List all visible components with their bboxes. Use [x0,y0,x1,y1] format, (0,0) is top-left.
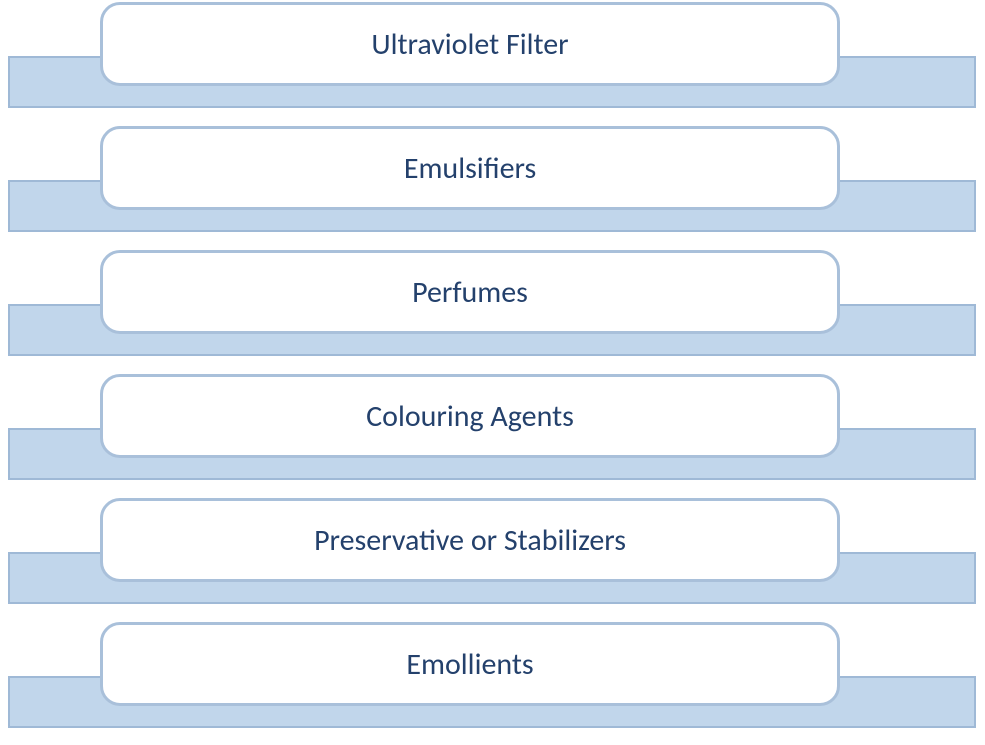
list-row: Ultraviolet Filter [0,0,985,120]
list-row: Colouring Agents [0,372,985,492]
diagram-stage: Ultraviolet Filter Emulsifiers Perfumes … [0,0,985,745]
row-pill: Emollients [100,622,840,706]
row-pill: Preservative or Stabilizers [100,498,840,582]
list-row: Preservative or Stabilizers [0,496,985,616]
list-row: Emollients [0,620,985,740]
row-label: Ultraviolet Filter [371,26,568,63]
row-label: Perfumes [412,274,528,311]
row-pill: Perfumes [100,250,840,334]
row-pill: Ultraviolet Filter [100,2,840,86]
row-label: Preservative or Stabilizers [314,522,626,559]
row-label: Emulsifiers [404,150,536,187]
row-label: Colouring Agents [366,398,574,435]
list-row: Perfumes [0,248,985,368]
row-pill: Colouring Agents [100,374,840,458]
row-label: Emollients [406,646,533,683]
list-row: Emulsifiers [0,124,985,244]
row-pill: Emulsifiers [100,126,840,210]
